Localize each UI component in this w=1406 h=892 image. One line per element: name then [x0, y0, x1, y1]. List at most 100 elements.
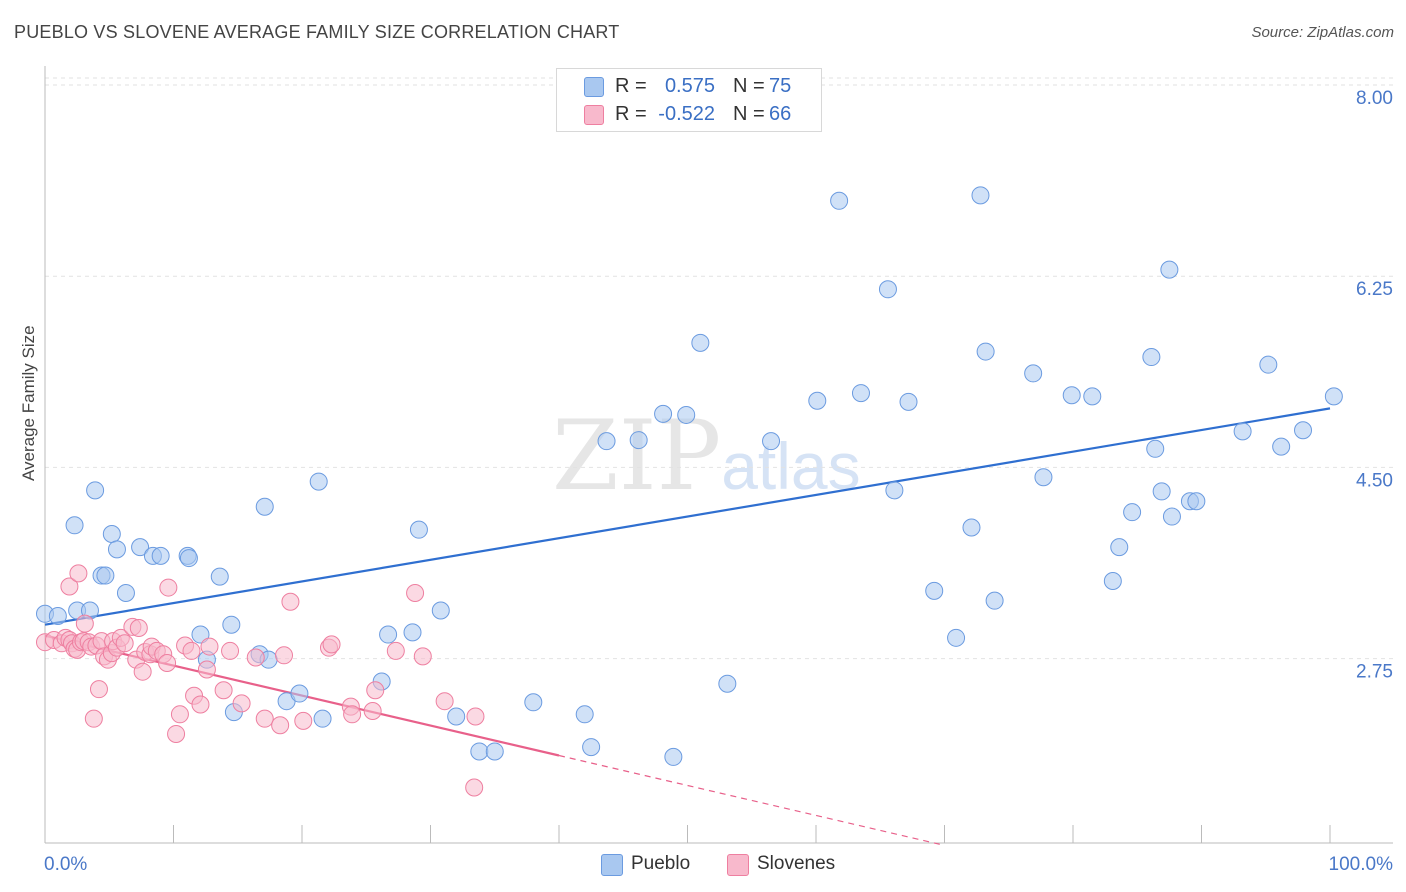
stat-row-slovenes: R = -0.522 N = 66 — [557, 99, 821, 129]
point-slovenes — [465, 778, 484, 797]
point-slovenes — [84, 709, 103, 728]
point-pueblo — [597, 432, 616, 451]
correlation-stats-box: R = 0.575 N = 75 R = -0.522 N = 66 — [556, 68, 822, 132]
point-slovenes — [281, 592, 300, 611]
point-pueblo — [524, 693, 543, 712]
point-pueblo — [1272, 437, 1291, 456]
point-slovenes — [200, 637, 219, 656]
point-pueblo — [403, 623, 422, 642]
point-pueblo — [485, 742, 504, 761]
point-pueblo — [222, 615, 241, 634]
trend-line-extension-slovenes — [558, 754, 945, 846]
r-value: -0.522 — [658, 103, 715, 125]
point-slovenes — [294, 711, 313, 730]
point-pueblo — [1162, 507, 1181, 526]
point-slovenes — [159, 578, 178, 597]
legend-label-pueblo: Pueblo — [631, 853, 691, 874]
n-label: N = — [733, 103, 765, 125]
point-pueblo — [762, 432, 781, 451]
r-label: R = — [615, 103, 647, 125]
point-pueblo — [107, 540, 126, 559]
point-pueblo — [677, 405, 696, 424]
point-pueblo — [976, 342, 995, 361]
grid-lines — [45, 77, 1393, 660]
point-pueblo — [65, 516, 84, 535]
legend-swatch-slovenes — [727, 854, 749, 876]
point-slovenes — [133, 662, 152, 681]
point-slovenes — [246, 648, 265, 667]
point-pueblo — [1024, 364, 1043, 383]
point-pueblo — [718, 674, 737, 693]
point-pueblo — [1062, 386, 1081, 405]
point-slovenes — [232, 694, 251, 713]
point-pueblo — [131, 538, 150, 557]
point-slovenes — [158, 653, 177, 672]
point-pueblo — [962, 518, 981, 537]
legend-item-slovenes[interactable]: Slovenes — [727, 852, 857, 878]
point-pueblo — [1259, 355, 1278, 374]
point-slovenes — [413, 647, 432, 666]
point-slovenes — [435, 692, 454, 711]
point-slovenes — [221, 641, 240, 660]
point-pueblo — [210, 567, 229, 586]
r-value: 0.575 — [664, 75, 715, 97]
slovenes-swatch — [584, 105, 604, 125]
point-pueblo — [664, 747, 683, 766]
point-slovenes — [69, 564, 88, 583]
point-pueblo — [1233, 422, 1252, 441]
point-slovenes — [255, 709, 274, 728]
point-pueblo — [116, 584, 135, 603]
point-pueblo — [290, 684, 309, 703]
legend-label-slovenes: Slovenes — [757, 853, 836, 874]
point-pueblo — [971, 186, 990, 205]
point-pueblo — [309, 472, 328, 491]
point-pueblo — [86, 481, 105, 500]
y-tick-label: 2.75 — [1356, 662, 1393, 683]
point-slovenes — [75, 614, 94, 633]
point-slovenes — [466, 707, 485, 726]
point-slovenes — [191, 695, 210, 714]
y-tick-label: 6.25 — [1356, 279, 1393, 300]
n-value: 75 — [769, 75, 792, 97]
point-slovenes — [167, 724, 186, 743]
r-label: R = — [615, 75, 647, 97]
point-pueblo — [691, 333, 710, 352]
chart-title: PUEBLO VS SLOVENE AVERAGE FAMILY SIZE CO… — [14, 22, 620, 42]
point-pueblo — [851, 384, 870, 403]
point-pueblo — [582, 738, 601, 757]
point-pueblo — [447, 707, 466, 726]
point-slovenes — [197, 660, 216, 679]
point-slovenes — [386, 641, 405, 660]
point-pueblo — [1123, 503, 1142, 522]
point-slovenes — [214, 681, 233, 700]
point-pueblo — [96, 566, 115, 585]
point-pueblo — [629, 431, 648, 450]
point-pueblo — [878, 280, 897, 299]
point-pueblo — [925, 581, 944, 600]
legend-swatch-pueblo — [601, 854, 623, 876]
y-tick-labels: 2.75 4.50 6.25 8.00 — [1356, 88, 1393, 683]
legend-item-pueblo[interactable]: Pueblo — [601, 852, 711, 878]
point-slovenes — [129, 618, 148, 637]
point-pueblo — [255, 497, 274, 516]
point-slovenes — [182, 641, 201, 660]
point-slovenes — [366, 681, 385, 700]
point-pueblo — [947, 628, 966, 647]
data-points — [36, 186, 1343, 797]
point-pueblo — [1152, 482, 1171, 501]
point-slovenes — [271, 716, 290, 735]
trend-line-pueblo — [44, 407, 1331, 626]
source-label: Source: ZipAtlas.com — [1251, 24, 1394, 41]
point-slovenes — [89, 680, 108, 699]
point-pueblo — [313, 709, 332, 728]
y-tick-label: 4.50 — [1356, 470, 1393, 491]
point-pueblo — [1187, 492, 1206, 511]
point-pueblo — [379, 625, 398, 644]
axes — [44, 66, 1393, 844]
point-pueblo — [470, 742, 489, 761]
point-pueblo — [1110, 538, 1129, 557]
point-pueblo — [191, 625, 210, 644]
point-pueblo — [1103, 572, 1122, 591]
point-pueblo — [808, 391, 827, 410]
